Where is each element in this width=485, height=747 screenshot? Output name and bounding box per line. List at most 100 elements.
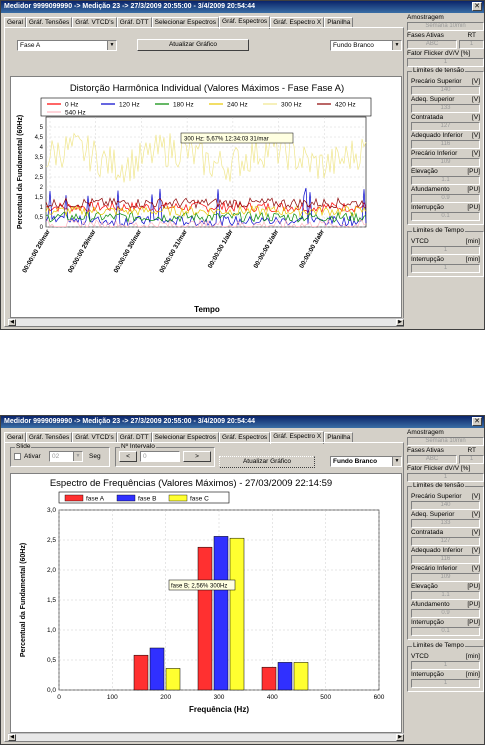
- window-harmonics: Medidor 9999099990 -> Medição 23 -> 27/3…: [0, 0, 485, 330]
- fases-field[interactable]: ABC: [407, 455, 457, 464]
- prev-interval-button[interactable]: <: [119, 451, 137, 462]
- tab-graf-espectro-x[interactable]: Gráf. Espectro X: [270, 17, 325, 28]
- limit-field[interactable]: 140: [411, 501, 480, 510]
- seg-label: Seg: [89, 453, 101, 460]
- limit-field[interactable]: 127: [411, 537, 480, 546]
- tab-selecionar-espectros[interactable]: Selecionar Espectros: [151, 432, 220, 443]
- rt-field[interactable]: 1: [459, 455, 484, 464]
- tab-geral[interactable]: Geral: [4, 17, 26, 28]
- chevron-down-icon[interactable]: ▼: [392, 41, 401, 50]
- tab-planilha[interactable]: Planilha: [324, 17, 354, 28]
- limit-field[interactable]: 133: [411, 519, 480, 528]
- bar: [165, 668, 181, 691]
- horizontal-scrollbar[interactable]: ◀ ▶: [8, 318, 404, 326]
- series-line: [45, 187, 367, 228]
- update-chart-button[interactable]: Atualizar Gráfico: [137, 39, 249, 51]
- limit-field[interactable]: 116: [411, 555, 480, 564]
- vtcd-label: VTCD [min]: [411, 238, 480, 246]
- legend-entry: 180 Hz: [173, 102, 194, 109]
- fases-label: Fases Ativas RT: [407, 447, 484, 455]
- tab-geral[interactable]: Geral: [4, 432, 26, 443]
- limit-label: Elevação [PU]: [411, 583, 480, 591]
- background-select[interactable]: Fundo Branco ▼: [330, 456, 402, 467]
- scroll-right-icon[interactable]: ▶: [396, 734, 404, 741]
- series-line: [45, 132, 367, 183]
- limit-label-text: Contratada: [411, 529, 444, 536]
- interruption-time-field[interactable]: 1: [411, 264, 480, 273]
- tab-panel: Fase A ▼ Atualizar Gráfico Fundo Branco …: [4, 27, 404, 327]
- limit-unit: [V]: [472, 150, 480, 157]
- interruption-unit: [min]: [465, 256, 480, 263]
- y-tick-label: 0: [40, 225, 44, 231]
- vtcd-label-text: VTCD: [411, 238, 429, 245]
- limit-unit: [PU]: [467, 186, 480, 193]
- chart-title: Distorção Harmônica Individual (Valores …: [70, 83, 344, 94]
- vtcd-unit: [min]: [465, 653, 480, 660]
- tab-graf-dtt[interactable]: Gráf. DTT: [116, 17, 152, 28]
- close-icon[interactable]: ✕: [472, 417, 482, 426]
- tab-graf-vtcds[interactable]: Gráf. VTCD's: [72, 17, 117, 28]
- amostragem-label: Amostragem: [407, 14, 444, 21]
- tab-graf-espectros[interactable]: Gráf. Espectros: [219, 16, 271, 29]
- background-select[interactable]: Fundo Branco ▼: [330, 40, 402, 51]
- interruption-time-field[interactable]: 1: [411, 679, 480, 688]
- y-tick-label: 3: [40, 165, 44, 171]
- limit-field[interactable]: 109: [411, 158, 480, 167]
- limit-field[interactable]: 1.1: [411, 591, 480, 600]
- scroll-right-icon[interactable]: ▶: [396, 319, 404, 326]
- limit-field[interactable]: 0.9: [411, 609, 480, 618]
- limit-field[interactable]: 0.1: [411, 212, 480, 221]
- y-tick-label: 2,5: [35, 175, 44, 181]
- vtcd-unit: [min]: [465, 238, 480, 245]
- limit-field[interactable]: 0.9: [411, 194, 480, 203]
- flicker-field[interactable]: 1: [407, 473, 484, 482]
- x-tick-label: 600: [374, 694, 385, 701]
- chevron-down-icon[interactable]: ▼: [392, 457, 401, 466]
- tab-graf-espectro-x[interactable]: Gráf. Espectro X: [270, 431, 325, 444]
- next-interval-button[interactable]: >: [183, 451, 211, 462]
- vtcd-field[interactable]: 1: [411, 246, 480, 255]
- scroll-left-icon[interactable]: ◀: [8, 319, 16, 326]
- y-tick-label: 1,5: [35, 195, 44, 201]
- limit-field[interactable]: 109: [411, 573, 480, 582]
- x-tick-label: 00:00:00 31/mar: [158, 228, 189, 274]
- limit-field[interactable]: 1.1: [411, 176, 480, 185]
- y-tick-label: 0,5: [47, 657, 56, 664]
- scroll-left-icon[interactable]: ◀: [8, 734, 16, 741]
- rt-field[interactable]: 1: [459, 40, 484, 49]
- update-chart-button[interactable]: Atualizar Gráfico: [219, 456, 315, 468]
- activate-checkbox[interactable]: [14, 453, 21, 460]
- vtcd-field[interactable]: 1: [411, 661, 480, 670]
- limit-field[interactable]: 127: [411, 122, 480, 131]
- amostragem-field[interactable]: Semana 10min: [407, 437, 484, 446]
- tab-graf-vtcds[interactable]: Gráf. VTCD's: [72, 432, 117, 443]
- limit-field[interactable]: 140: [411, 86, 480, 95]
- phase-select[interactable]: Fase A ▼: [17, 40, 117, 51]
- chevron-down-icon[interactable]: ▼: [73, 452, 82, 461]
- series-line: [45, 197, 367, 210]
- tab-planilha[interactable]: Planilha: [324, 432, 354, 443]
- time-limits-title: Limites de Tempo: [412, 227, 465, 235]
- horizontal-scrollbar[interactable]: ◀ ▶: [8, 733, 404, 741]
- flicker-field[interactable]: 1: [407, 58, 484, 67]
- chevron-down-icon[interactable]: ▼: [107, 41, 116, 50]
- tab-strip: Geral Gráf. Tensões Gráf. VTCD's Gráf. DTT S…: [4, 430, 354, 444]
- x-tick-label: 400: [267, 694, 278, 701]
- limit-field[interactable]: 116: [411, 140, 480, 149]
- interruption-label-text: Interrupção: [411, 671, 444, 678]
- amostragem-field[interactable]: Semana 10min: [407, 22, 484, 31]
- interval-input[interactable]: 0: [140, 451, 180, 462]
- slide-seconds-select[interactable]: 02 ▼: [49, 451, 83, 462]
- tab-graf-espectros[interactable]: Gráf. Espectros: [219, 432, 271, 443]
- flicker-unit: dV/V [%]: [444, 465, 471, 472]
- tab-graf-tensoes[interactable]: Gráf. Tensões: [25, 432, 73, 443]
- tab-graf-tensoes[interactable]: Gráf. Tensões: [25, 17, 73, 28]
- y-tick-label: 1,0: [47, 627, 56, 634]
- tab-selecionar-espectros[interactable]: Selecionar Espectros: [151, 17, 220, 28]
- fases-field[interactable]: ABC: [407, 40, 457, 49]
- close-icon[interactable]: ✕: [472, 2, 482, 11]
- tab-graf-dtt[interactable]: Gráf. DTT: [116, 432, 152, 443]
- limit-field[interactable]: 0.1: [411, 627, 480, 636]
- limit-field[interactable]: 133: [411, 104, 480, 113]
- limit-label: Interrupção [PU]: [411, 204, 480, 212]
